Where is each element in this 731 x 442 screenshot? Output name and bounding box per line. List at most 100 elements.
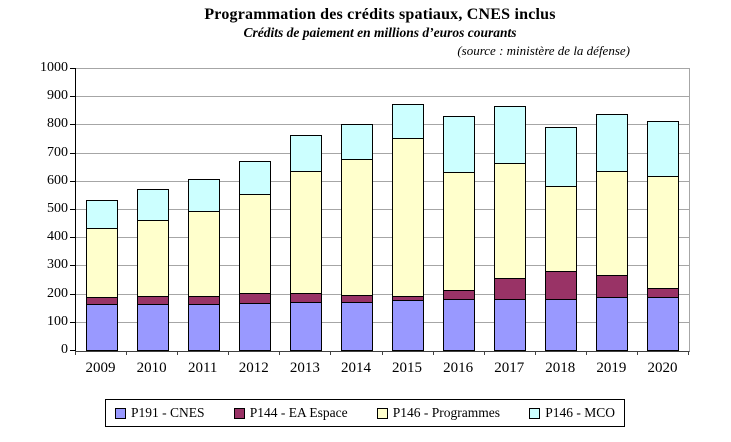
bar-segment-p144-ea-espace: [545, 271, 577, 300]
bar-segment-p191-cnes: [239, 303, 271, 351]
bar-segment-p146-programmes: [188, 211, 220, 297]
chart-header: Programmation des crédits spatiaux, CNES…: [130, 6, 630, 59]
bar-segment-p191-cnes: [290, 302, 322, 351]
grid-line: [76, 293, 689, 295]
bar-segment-p144-ea-espace: [494, 278, 526, 300]
x-tick-mark: [688, 351, 689, 355]
y-tick-label: 800: [47, 116, 68, 132]
bar-segment-p144-ea-espace: [443, 290, 475, 300]
chart-source: (source : ministère de la défense): [457, 43, 630, 58]
legend-swatch-icon: [376, 407, 388, 419]
bar-segment-p146-mco: [86, 200, 118, 229]
y-tick-mark: [70, 321, 76, 323]
x-tick-mark: [433, 351, 434, 355]
x-tick-mark: [279, 351, 280, 355]
y-tick-label: 600: [47, 172, 68, 188]
bar-segment-p144-ea-espace: [290, 293, 322, 303]
bar-segment-p191-cnes: [545, 299, 577, 351]
x-tick-mark: [228, 351, 229, 355]
legend-label: P191 - CNES: [131, 405, 205, 420]
x-tick-mark: [330, 351, 331, 355]
y-tick-mark: [70, 68, 76, 69]
x-tick-mark: [586, 351, 587, 355]
x-tick-label: 2017: [494, 360, 525, 376]
grid-line: [76, 152, 689, 154]
bar-segment-p146-mco: [239, 161, 271, 195]
bar-segment-p146-mco: [188, 179, 220, 212]
x-tick-label: 2016: [443, 360, 474, 376]
bar-segment-p146-mco: [545, 127, 577, 187]
bar-segment-p146-mco: [647, 121, 679, 177]
x-tick-label: 2020: [647, 360, 678, 376]
bar-segment-p191-cnes: [86, 304, 118, 351]
legend-label: P146 - MCO: [545, 405, 615, 420]
y-tick-mark: [70, 180, 76, 182]
bar-segment-p191-cnes: [188, 304, 220, 351]
x-tick-mark: [484, 351, 485, 355]
x-tick-label: 2013: [289, 360, 320, 376]
chart-subtitle: Crédits de paiement en millions d’euros …: [243, 25, 517, 40]
legend-swatch-icon: [233, 407, 245, 419]
y-tick-label: 300: [47, 257, 68, 273]
legend-item-p191-cnes: P191 - CNES: [115, 405, 205, 421]
bar-segment-p146-programmes: [86, 228, 118, 298]
x-tick-label: 2014: [340, 360, 371, 376]
legend-swatch-icon: [529, 407, 541, 419]
legend-item-p146-programmes: P146 - Programmes: [376, 405, 501, 421]
bar-segment-p144-ea-espace: [137, 296, 169, 305]
x-tick-mark: [535, 351, 536, 355]
x-tick-label: 2012: [238, 360, 269, 376]
bar-2017: [494, 69, 526, 351]
bar-segment-p146-mco: [596, 114, 628, 172]
bar-segment-p191-cnes: [443, 299, 475, 351]
x-tick-mark: [75, 351, 76, 355]
y-tick-label: 400: [47, 229, 68, 245]
grid-line: [76, 124, 689, 126]
bar-segment-p146-mco: [392, 104, 424, 139]
y-tick-label: 100: [47, 313, 68, 329]
bar-segment-p146-programmes: [647, 176, 679, 289]
bar-2018: [545, 69, 577, 351]
bar-2009: [86, 69, 118, 351]
x-tick-mark: [177, 351, 178, 355]
y-tick-mark: [70, 96, 76, 98]
bar-segment-p191-cnes: [392, 300, 424, 351]
bar-segment-p146-programmes: [137, 220, 169, 297]
x-tick-label: 2010: [136, 360, 167, 376]
bar-segment-p144-ea-espace: [188, 296, 220, 305]
bar-segment-p146-mco: [341, 124, 373, 160]
bar-segment-p146-mco: [290, 135, 322, 172]
grid-line: [76, 237, 689, 239]
x-tick-label: 2015: [392, 360, 423, 376]
bar-segment-p144-ea-espace: [647, 288, 679, 298]
y-tick-mark: [70, 265, 76, 267]
y-tick-mark: [70, 152, 76, 154]
bar-2010: [137, 69, 169, 351]
bar-segment-p191-cnes: [647, 297, 679, 351]
bar-2011: [188, 69, 220, 351]
x-tick-label: 2009: [85, 360, 116, 376]
x-tick-label: 2011: [187, 360, 218, 376]
y-tick-label: 500: [47, 201, 68, 216]
bar-segment-p144-ea-espace: [86, 297, 118, 305]
bar-2019: [596, 69, 628, 351]
bar-segment-p146-programmes: [596, 171, 628, 276]
y-tick-label: 900: [47, 88, 68, 104]
x-tick-mark: [382, 351, 383, 355]
bar-segment-p146-mco: [494, 106, 526, 164]
legend-label: P144 - EA Espace: [249, 405, 348, 420]
y-tick-mark: [70, 350, 76, 351]
y-tick-label: 1000: [40, 60, 68, 75]
y-tick-label: 700: [47, 144, 68, 160]
chart-title: Programmation des crédits spatiaux, CNES…: [204, 6, 556, 23]
y-tick-label: 200: [47, 285, 68, 301]
legend-swatch-icon: [115, 407, 126, 419]
bar-segment-p191-cnes: [137, 304, 169, 351]
y-tick-mark: [70, 237, 76, 239]
bar-segment-p146-programmes: [443, 172, 475, 291]
legend-label: P146 - Programmes: [392, 405, 501, 420]
grid-line: [76, 209, 689, 210]
bar-segment-p146-programmes: [545, 186, 577, 272]
bar-segment-p191-cnes: [341, 302, 373, 351]
